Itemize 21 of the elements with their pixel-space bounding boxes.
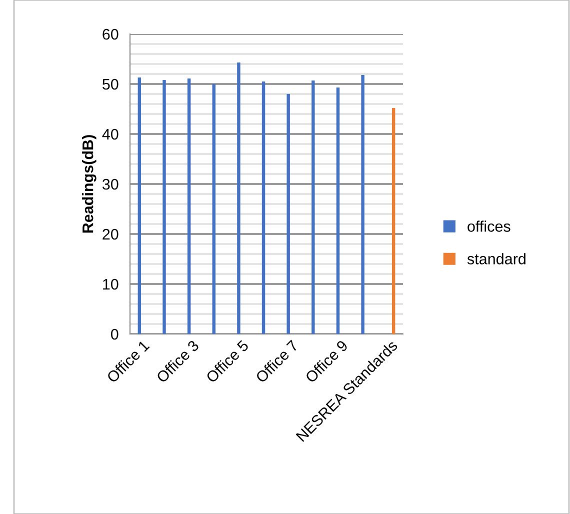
y-tick-label: 10 bbox=[103, 278, 118, 290]
y-axis-title: Readings(dB) bbox=[82, 135, 96, 233]
bar bbox=[262, 82, 266, 334]
y-tick-label: 50 bbox=[102, 78, 118, 90]
y-tick-label: 30 bbox=[102, 178, 118, 190]
y-tick-label: 20 bbox=[102, 228, 118, 240]
y-tick-label: 40 bbox=[102, 128, 118, 140]
bar bbox=[286, 94, 290, 334]
legend-label: offices bbox=[468, 220, 510, 232]
bar bbox=[212, 84, 216, 334]
bar bbox=[162, 80, 166, 334]
legend-label: standard bbox=[467, 253, 526, 264]
bar bbox=[187, 78, 191, 334]
y-tick-label: 60 bbox=[102, 28, 118, 40]
bar bbox=[392, 108, 396, 334]
bar bbox=[336, 88, 340, 334]
bar bbox=[361, 75, 364, 334]
bar bbox=[237, 62, 240, 334]
bar bbox=[312, 80, 315, 334]
bar bbox=[138, 78, 142, 334]
y-tick-label: 0 bbox=[110, 328, 118, 340]
